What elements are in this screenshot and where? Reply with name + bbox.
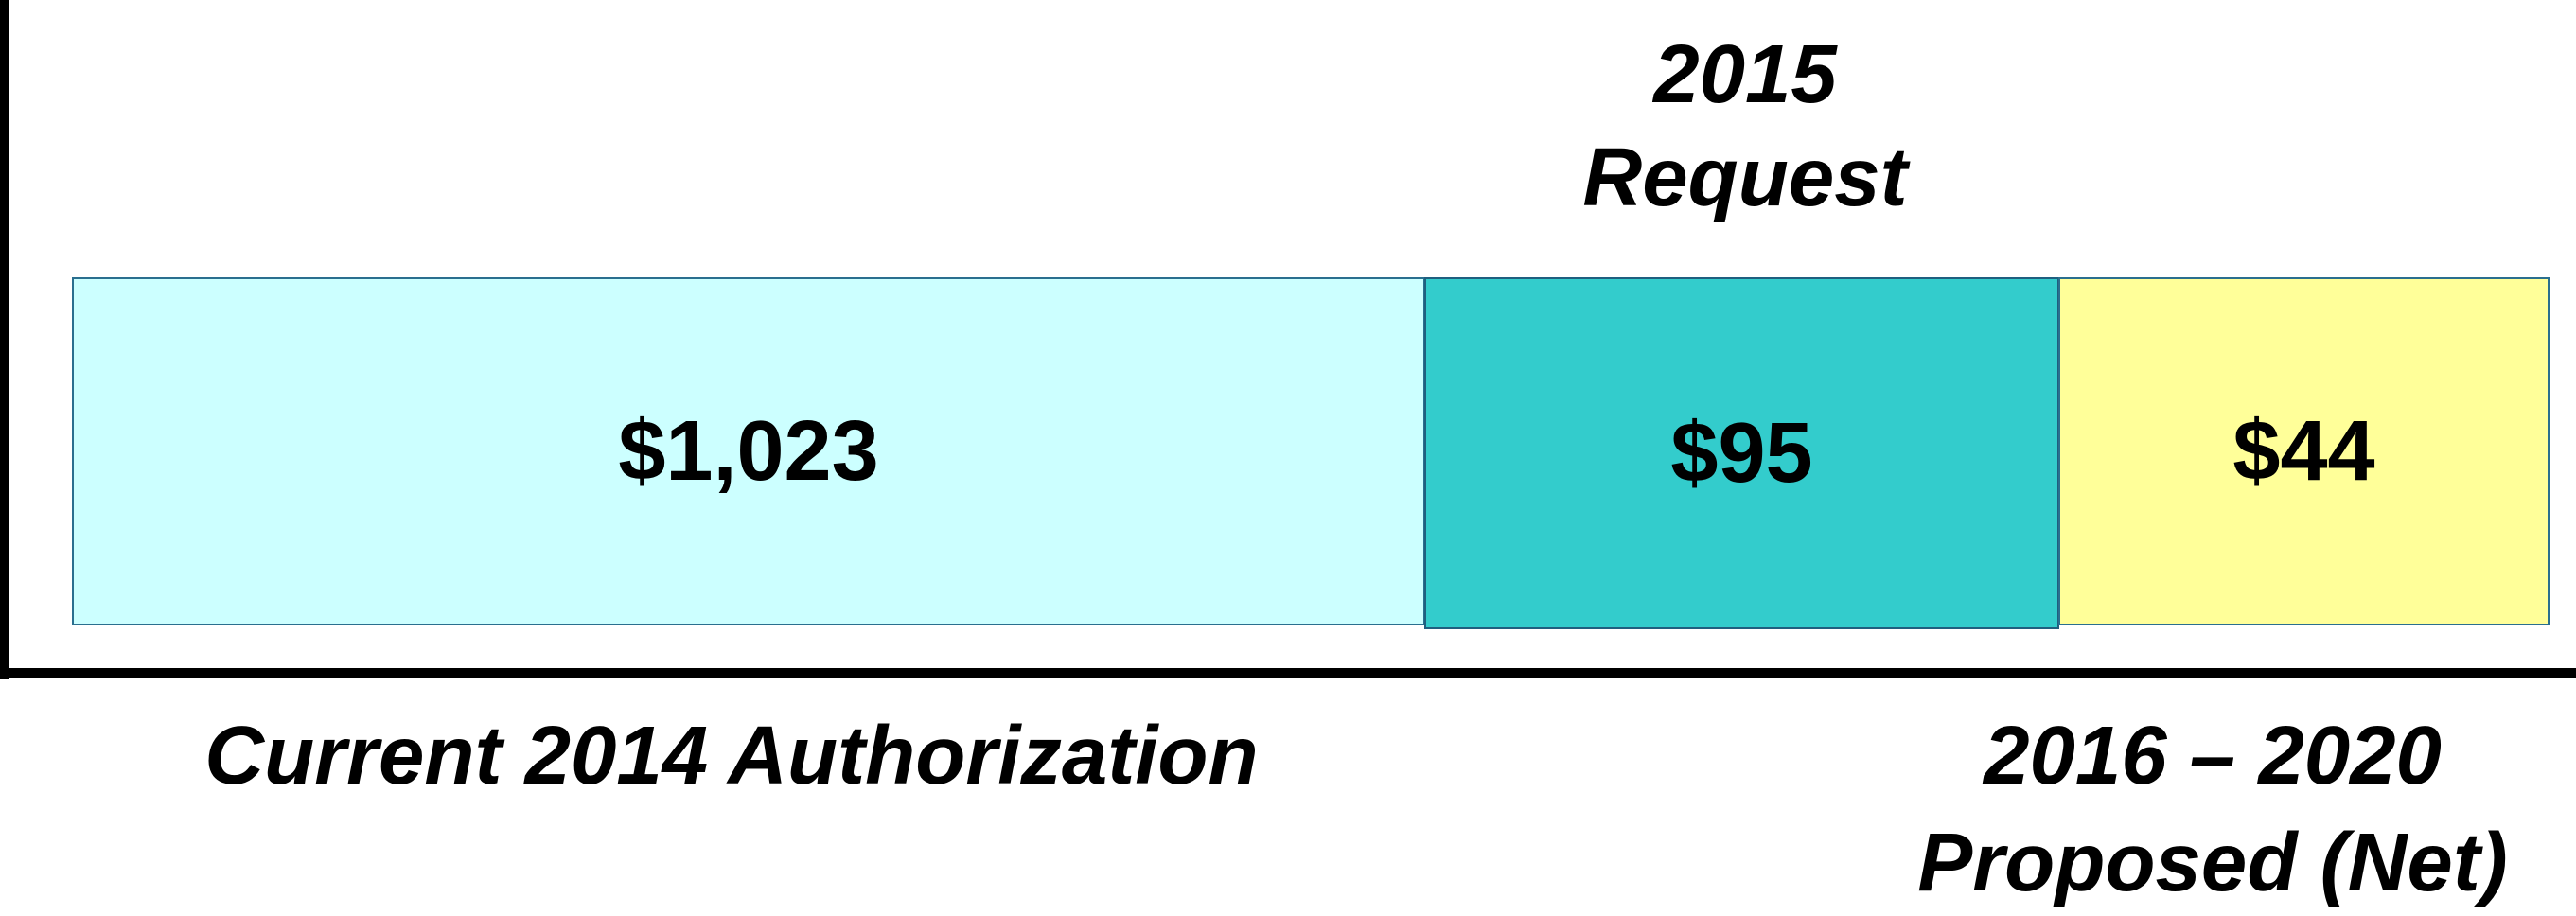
- segment-value: $95: [1670, 405, 1813, 501]
- segment-proposed: $44: [2058, 277, 2550, 625]
- frame-bottom: [0, 668, 2576, 678]
- segment-label: Current 2014 Authorization: [204, 710, 1259, 802]
- segment-current: $1,023: [72, 277, 1425, 625]
- segment-request: $95: [1424, 277, 2059, 629]
- segment-value: $44: [2232, 403, 2375, 499]
- frame-left: [0, 0, 9, 679]
- segment-value: $1,023: [618, 403, 879, 499]
- segment-label: 2015 Request: [1582, 28, 1908, 223]
- segment-label: 2016 – 2020 Proposed (Net): [1917, 710, 2508, 908]
